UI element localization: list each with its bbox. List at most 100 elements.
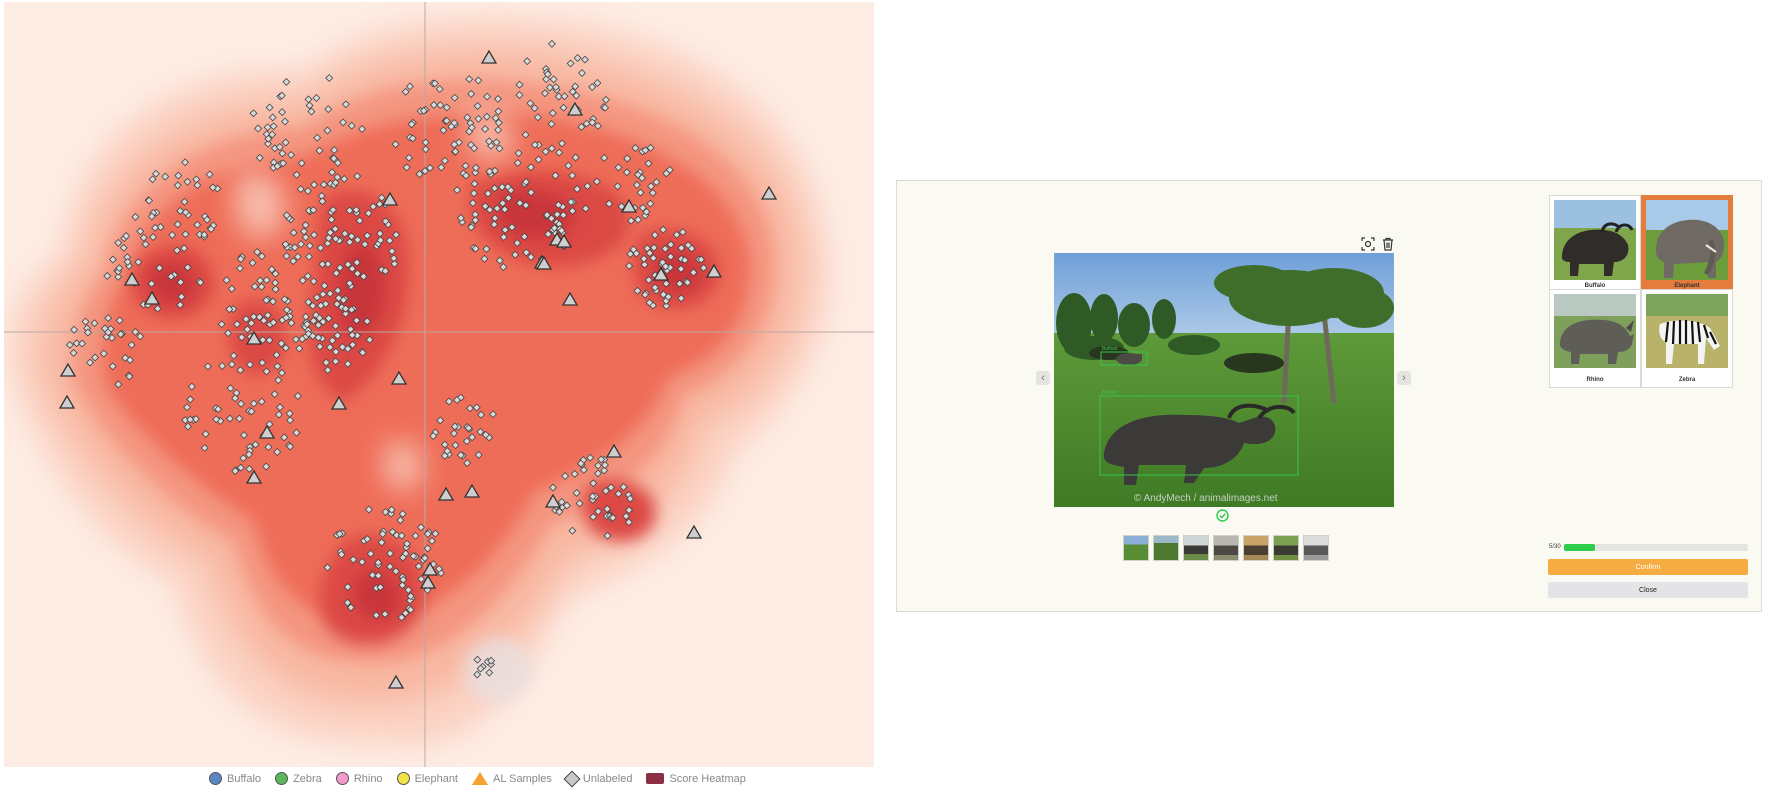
unlabeled-point[interactable]: [181, 208, 190, 217]
al-sample-point[interactable]: [555, 233, 573, 248]
unlabeled-point[interactable]: [429, 101, 438, 109]
unlabeled-point[interactable]: [498, 183, 507, 191]
unlabeled-point[interactable]: [325, 74, 334, 82]
delete-button[interactable]: [1381, 237, 1395, 251]
legend-score-heatmap[interactable]: Score Heatmap: [646, 773, 746, 785]
unlabeled-point[interactable]: [614, 489, 623, 498]
unlabeled-point[interactable]: [490, 184, 499, 193]
unlabeled-point[interactable]: [377, 538, 386, 547]
unlabeled-point[interactable]: [474, 450, 483, 459]
unlabeled-point[interactable]: [203, 215, 212, 224]
unlabeled-point[interactable]: [345, 279, 354, 288]
unlabeled-point[interactable]: [495, 144, 504, 153]
unlabeled-point[interactable]: [271, 269, 280, 278]
unlabeled-point[interactable]: [465, 75, 474, 84]
unlabeled-point[interactable]: [192, 175, 201, 184]
unlabeled-point[interactable]: [324, 105, 333, 114]
unlabeled-point[interactable]: [659, 225, 668, 234]
unlabeled-point[interactable]: [642, 207, 651, 216]
unlabeled-point[interactable]: [317, 191, 326, 200]
unlabeled-point[interactable]: [229, 351, 238, 360]
unlabeled-point[interactable]: [588, 83, 597, 91]
unlabeled-point[interactable]: [626, 250, 635, 258]
unlabeled-point[interactable]: [90, 319, 99, 328]
unlabeled-point[interactable]: [151, 223, 160, 232]
unlabeled-point[interactable]: [456, 214, 465, 222]
unlabeled-point[interactable]: [411, 531, 420, 540]
unlabeled-point[interactable]: [274, 410, 283, 419]
unlabeled-point[interactable]: [323, 126, 332, 135]
unlabeled-point[interactable]: [233, 320, 241, 329]
unlabeled-point[interactable]: [303, 187, 312, 195]
unlabeled-point[interactable]: [184, 422, 192, 431]
unlabeled-point[interactable]: [249, 399, 258, 408]
unlabeled-point[interactable]: [349, 555, 358, 564]
unlabeled-point[interactable]: [594, 121, 602, 130]
unlabeled-point[interactable]: [196, 278, 205, 287]
unlabeled-point[interactable]: [684, 241, 693, 250]
unlabeled-point[interactable]: [286, 416, 295, 425]
unlabeled-point[interactable]: [269, 318, 278, 327]
unlabeled-point[interactable]: [145, 196, 154, 205]
unlabeled-point[interactable]: [282, 211, 291, 220]
unlabeled-point[interactable]: [121, 353, 130, 362]
unlabeled-point[interactable]: [474, 76, 483, 85]
unlabeled-point[interactable]: [334, 294, 343, 302]
unlabeled-point[interactable]: [375, 200, 384, 209]
unlabeled-point[interactable]: [557, 226, 566, 235]
unlabeled-point[interactable]: [514, 149, 523, 158]
unlabeled-point[interactable]: [141, 240, 150, 249]
unlabeled-point[interactable]: [340, 229, 349, 238]
unlabeled-point[interactable]: [661, 244, 670, 253]
unlabeled-point[interactable]: [439, 126, 448, 135]
unlabeled-point[interactable]: [543, 70, 552, 79]
unlabeled-point[interactable]: [555, 507, 564, 516]
unlabeled-point[interactable]: [358, 125, 366, 133]
unlabeled-point[interactable]: [91, 353, 99, 362]
unlabeled-point[interactable]: [648, 188, 657, 197]
unlabeled-point[interactable]: [515, 199, 524, 208]
unlabeled-point[interactable]: [498, 199, 507, 208]
unlabeled-point[interactable]: [331, 234, 340, 243]
unlabeled-point[interactable]: [147, 212, 156, 221]
unlabeled-point[interactable]: [672, 230, 681, 239]
unlabeled-point[interactable]: [312, 94, 321, 102]
unlabeled-point[interactable]: [632, 181, 641, 189]
unlabeled-point[interactable]: [467, 223, 476, 232]
unlabeled-point[interactable]: [343, 583, 352, 591]
unlabeled-point[interactable]: [576, 459, 585, 468]
unlabeled-point[interactable]: [493, 204, 502, 213]
al-sample-point[interactable]: [652, 266, 670, 281]
unlabeled-point[interactable]: [281, 343, 290, 352]
al-sample-point[interactable]: [620, 198, 638, 213]
unlabeled-point[interactable]: [208, 183, 217, 192]
unlabeled-point[interactable]: [388, 247, 396, 256]
unlabeled-point[interactable]: [402, 163, 411, 172]
thumbnail[interactable]: [1153, 535, 1179, 561]
unlabeled-point[interactable]: [593, 79, 602, 87]
unlabeled-point[interactable]: [467, 89, 476, 98]
unlabeled-point[interactable]: [320, 281, 329, 290]
unlabeled-point[interactable]: [304, 95, 313, 104]
al-sample-point[interactable]: [421, 561, 439, 576]
unlabeled-point[interactable]: [287, 319, 296, 327]
unlabeled-point[interactable]: [181, 230, 190, 239]
unlabeled-point[interactable]: [513, 158, 522, 167]
unlabeled-point[interactable]: [417, 575, 426, 584]
unlabeled-point[interactable]: [355, 216, 364, 225]
unlabeled-point[interactable]: [131, 327, 140, 336]
unlabeled-point[interactable]: [173, 220, 182, 229]
unlabeled-point[interactable]: [550, 224, 559, 233]
unlabeled-point[interactable]: [116, 330, 125, 339]
unlabeled-point[interactable]: [318, 197, 327, 206]
unlabeled-point[interactable]: [322, 358, 331, 367]
unlabeled-point[interactable]: [176, 278, 185, 287]
unlabeled-point[interactable]: [376, 229, 384, 238]
unlabeled-point[interactable]: [683, 278, 692, 287]
unlabeled-point[interactable]: [491, 214, 499, 223]
unlabeled-point[interactable]: [282, 77, 291, 86]
unlabeled-point[interactable]: [257, 282, 266, 291]
unlabeled-point[interactable]: [304, 298, 313, 307]
al-sample-point[interactable]: [760, 185, 778, 200]
unlabeled-point[interactable]: [573, 54, 582, 62]
